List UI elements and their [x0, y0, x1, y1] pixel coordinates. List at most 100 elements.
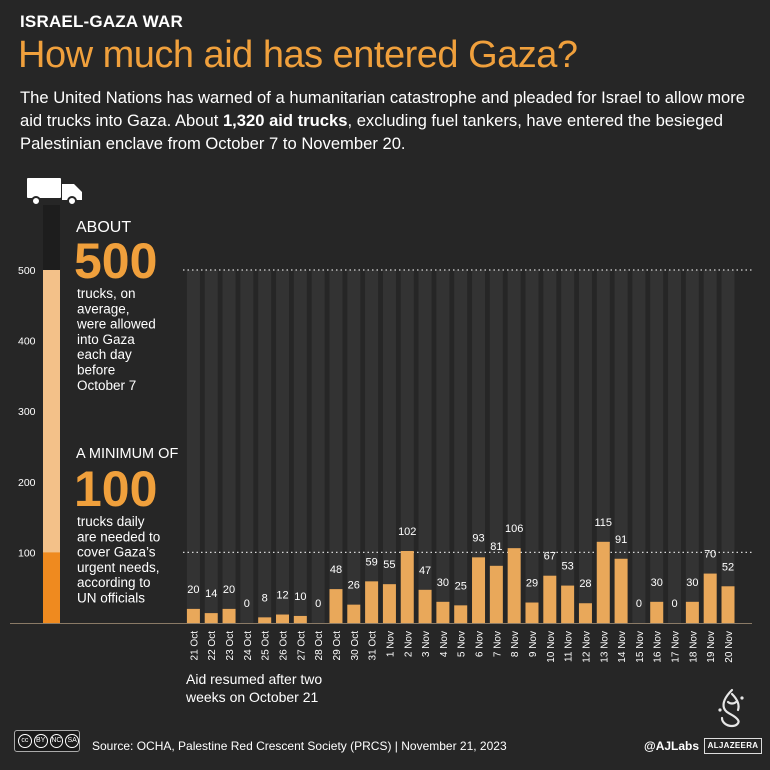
bar-track	[365, 270, 379, 623]
about-text-line: into Gaza	[77, 332, 135, 347]
bar-value-label: 102	[398, 526, 416, 538]
x-tick-label: 3 Nov	[421, 631, 432, 657]
bar-track	[543, 270, 557, 623]
bar	[347, 604, 361, 623]
bar	[276, 614, 290, 623]
x-tick-label: 12 Nov	[581, 631, 592, 663]
bar-value-label: 81	[490, 541, 502, 553]
x-tick-label: 15 Nov	[635, 631, 646, 663]
bar-value-label: 20	[223, 584, 235, 596]
truck-icon	[27, 178, 82, 206]
bar	[543, 575, 557, 623]
bar	[596, 541, 610, 623]
x-tick-label: 4 Nov	[439, 631, 450, 657]
x-tick-label: 11 Nov	[564, 631, 575, 662]
x-tick-label: 2 Nov	[403, 631, 414, 657]
nc-badge: NC	[49, 734, 64, 748]
bar-track	[400, 270, 414, 623]
bar-value-label: 10	[294, 591, 306, 603]
x-tick-label: 29 Oct	[332, 631, 343, 661]
bar-track	[632, 270, 646, 623]
bar-track	[382, 270, 396, 623]
intro-text-post: , excluding fuel tankers, have entered t…	[20, 111, 723, 153]
bar	[258, 617, 272, 623]
bar-track	[703, 270, 717, 623]
x-tick-label: 23 Oct	[225, 631, 236, 661]
x-tick-label: 13 Nov	[599, 631, 610, 663]
bar-track	[668, 270, 682, 623]
x-tick-label: 1 Nov	[385, 631, 396, 657]
bar-track	[186, 270, 200, 623]
bar-value-label: 59	[365, 556, 377, 568]
about-text-line: average,	[77, 301, 130, 316]
bar-track	[418, 270, 432, 623]
bar-track	[614, 270, 628, 623]
about-label: ABOUT	[76, 219, 131, 236]
bar	[578, 603, 592, 623]
bar	[721, 586, 735, 623]
bar-value-label: 0	[671, 598, 677, 610]
bar-value-label: 29	[526, 578, 538, 590]
bar-track	[293, 270, 307, 623]
intro-text-bold: 1,320 aid trucks	[222, 111, 348, 130]
x-tick-label: 27 Oct	[296, 631, 307, 661]
x-tick-label: 5 Nov	[457, 631, 468, 657]
bar-track	[436, 270, 450, 623]
bar-value-label: 28	[579, 578, 591, 590]
bar-track	[222, 270, 236, 623]
x-tick-label: 22 Oct	[207, 631, 218, 661]
bar-value-label: 0	[636, 598, 642, 610]
aljazeera-logo-icon	[718, 688, 744, 728]
sa-badge: SA	[65, 734, 79, 748]
minimum-text-line: trucks daily	[77, 514, 145, 529]
bar-track	[454, 270, 468, 623]
y-tick-label: 100	[18, 547, 36, 559]
about-text-line: trucks, on	[77, 286, 136, 301]
x-tick-label: 14 Nov	[617, 631, 628, 663]
bar-value-label: 47	[419, 565, 431, 577]
x-tick-label: 30 Oct	[350, 631, 361, 661]
bar	[186, 608, 200, 623]
resumed-text-line: Aid resumed after two	[186, 671, 322, 687]
bar	[400, 550, 414, 623]
about-text-line: each day	[77, 347, 132, 362]
bar-value-label: 55	[383, 559, 395, 571]
bar-track	[472, 270, 486, 623]
bar-value-label: 12	[276, 590, 288, 602]
resumed-text-line: weeks on October 21	[185, 689, 319, 705]
kicker: ISRAEL-GAZA WAR	[20, 12, 183, 31]
bar	[525, 602, 539, 623]
about-text-line: October 7	[77, 378, 136, 393]
bar	[614, 558, 628, 623]
bar-value-label: 26	[348, 580, 360, 592]
bar-track	[525, 270, 539, 623]
y-tick-label: 400	[18, 336, 36, 348]
bar	[365, 581, 379, 623]
bar-track	[561, 270, 575, 623]
bar-value-label: 67	[544, 551, 556, 563]
bar	[293, 615, 307, 623]
x-tick-label: 25 Oct	[261, 631, 272, 661]
cc-badge: cc	[18, 734, 32, 748]
bar-value-label: 30	[686, 577, 698, 589]
bar-value-label: 20	[187, 584, 199, 596]
x-tick-label: 17 Nov	[671, 631, 682, 663]
x-tick-label: 10 Nov	[546, 631, 557, 663]
bar-track	[258, 270, 272, 623]
bar	[650, 601, 664, 623]
bar-track	[329, 270, 343, 623]
x-tick-label: 6 Nov	[475, 631, 486, 657]
bar-track	[311, 270, 325, 623]
bar-value-label: 30	[651, 577, 663, 589]
gauge	[43, 205, 60, 623]
bar	[507, 548, 521, 623]
bar	[489, 565, 503, 623]
y-tick-label: 200	[18, 477, 36, 489]
x-tick-label: 18 Nov	[688, 631, 699, 663]
bar	[418, 589, 432, 623]
minimum-label: A MINIMUM OF	[76, 446, 178, 462]
